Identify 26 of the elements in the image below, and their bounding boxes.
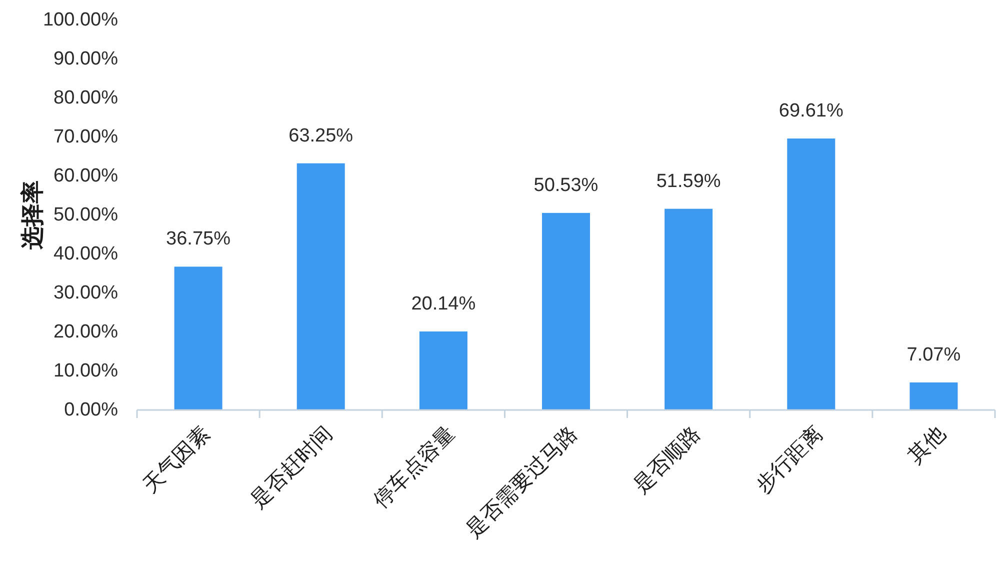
data-label: 50.53%: [534, 174, 598, 196]
y-tick-label: 10.00%: [54, 360, 118, 382]
y-tick-label: 20.00%: [54, 322, 118, 342]
y-tick-label: 0.00%: [64, 400, 118, 420]
y-tick-label: 100.00%: [42, 10, 118, 30]
y-tick-label: 90.00%: [54, 48, 118, 70]
y-axis-title: 选择率: [19, 180, 45, 250]
x-tick-label: 是否需要过马路: [462, 422, 582, 542]
x-tick-label: 步行距离: [752, 422, 828, 498]
x-tick-label: 其他: [904, 422, 950, 468]
y-tick-label: 50.00%: [54, 204, 118, 226]
data-label: 63.25%: [288, 125, 354, 146]
x-tick-label: 是否顺路: [629, 422, 705, 498]
y-tick-label: 30.00%: [54, 282, 118, 304]
x-tick-label: 天气因素: [138, 422, 214, 498]
y-tick-label: 80.00%: [54, 88, 118, 108]
y-tick-label: 60.00%: [54, 166, 118, 186]
x-tick-label: 停车点容量: [369, 422, 460, 512]
data-label: 7.07%: [906, 344, 961, 366]
y-tick-label: 40.00%: [54, 244, 118, 264]
y-tick-label: 70.00%: [54, 126, 118, 148]
data-label: 20.14%: [411, 293, 476, 314]
data-label: 51.59%: [656, 170, 721, 192]
x-tick-label: 是否赶时间: [246, 422, 337, 512]
data-label: 69.61%: [778, 100, 844, 122]
data-label: 36.75%: [166, 228, 230, 250]
